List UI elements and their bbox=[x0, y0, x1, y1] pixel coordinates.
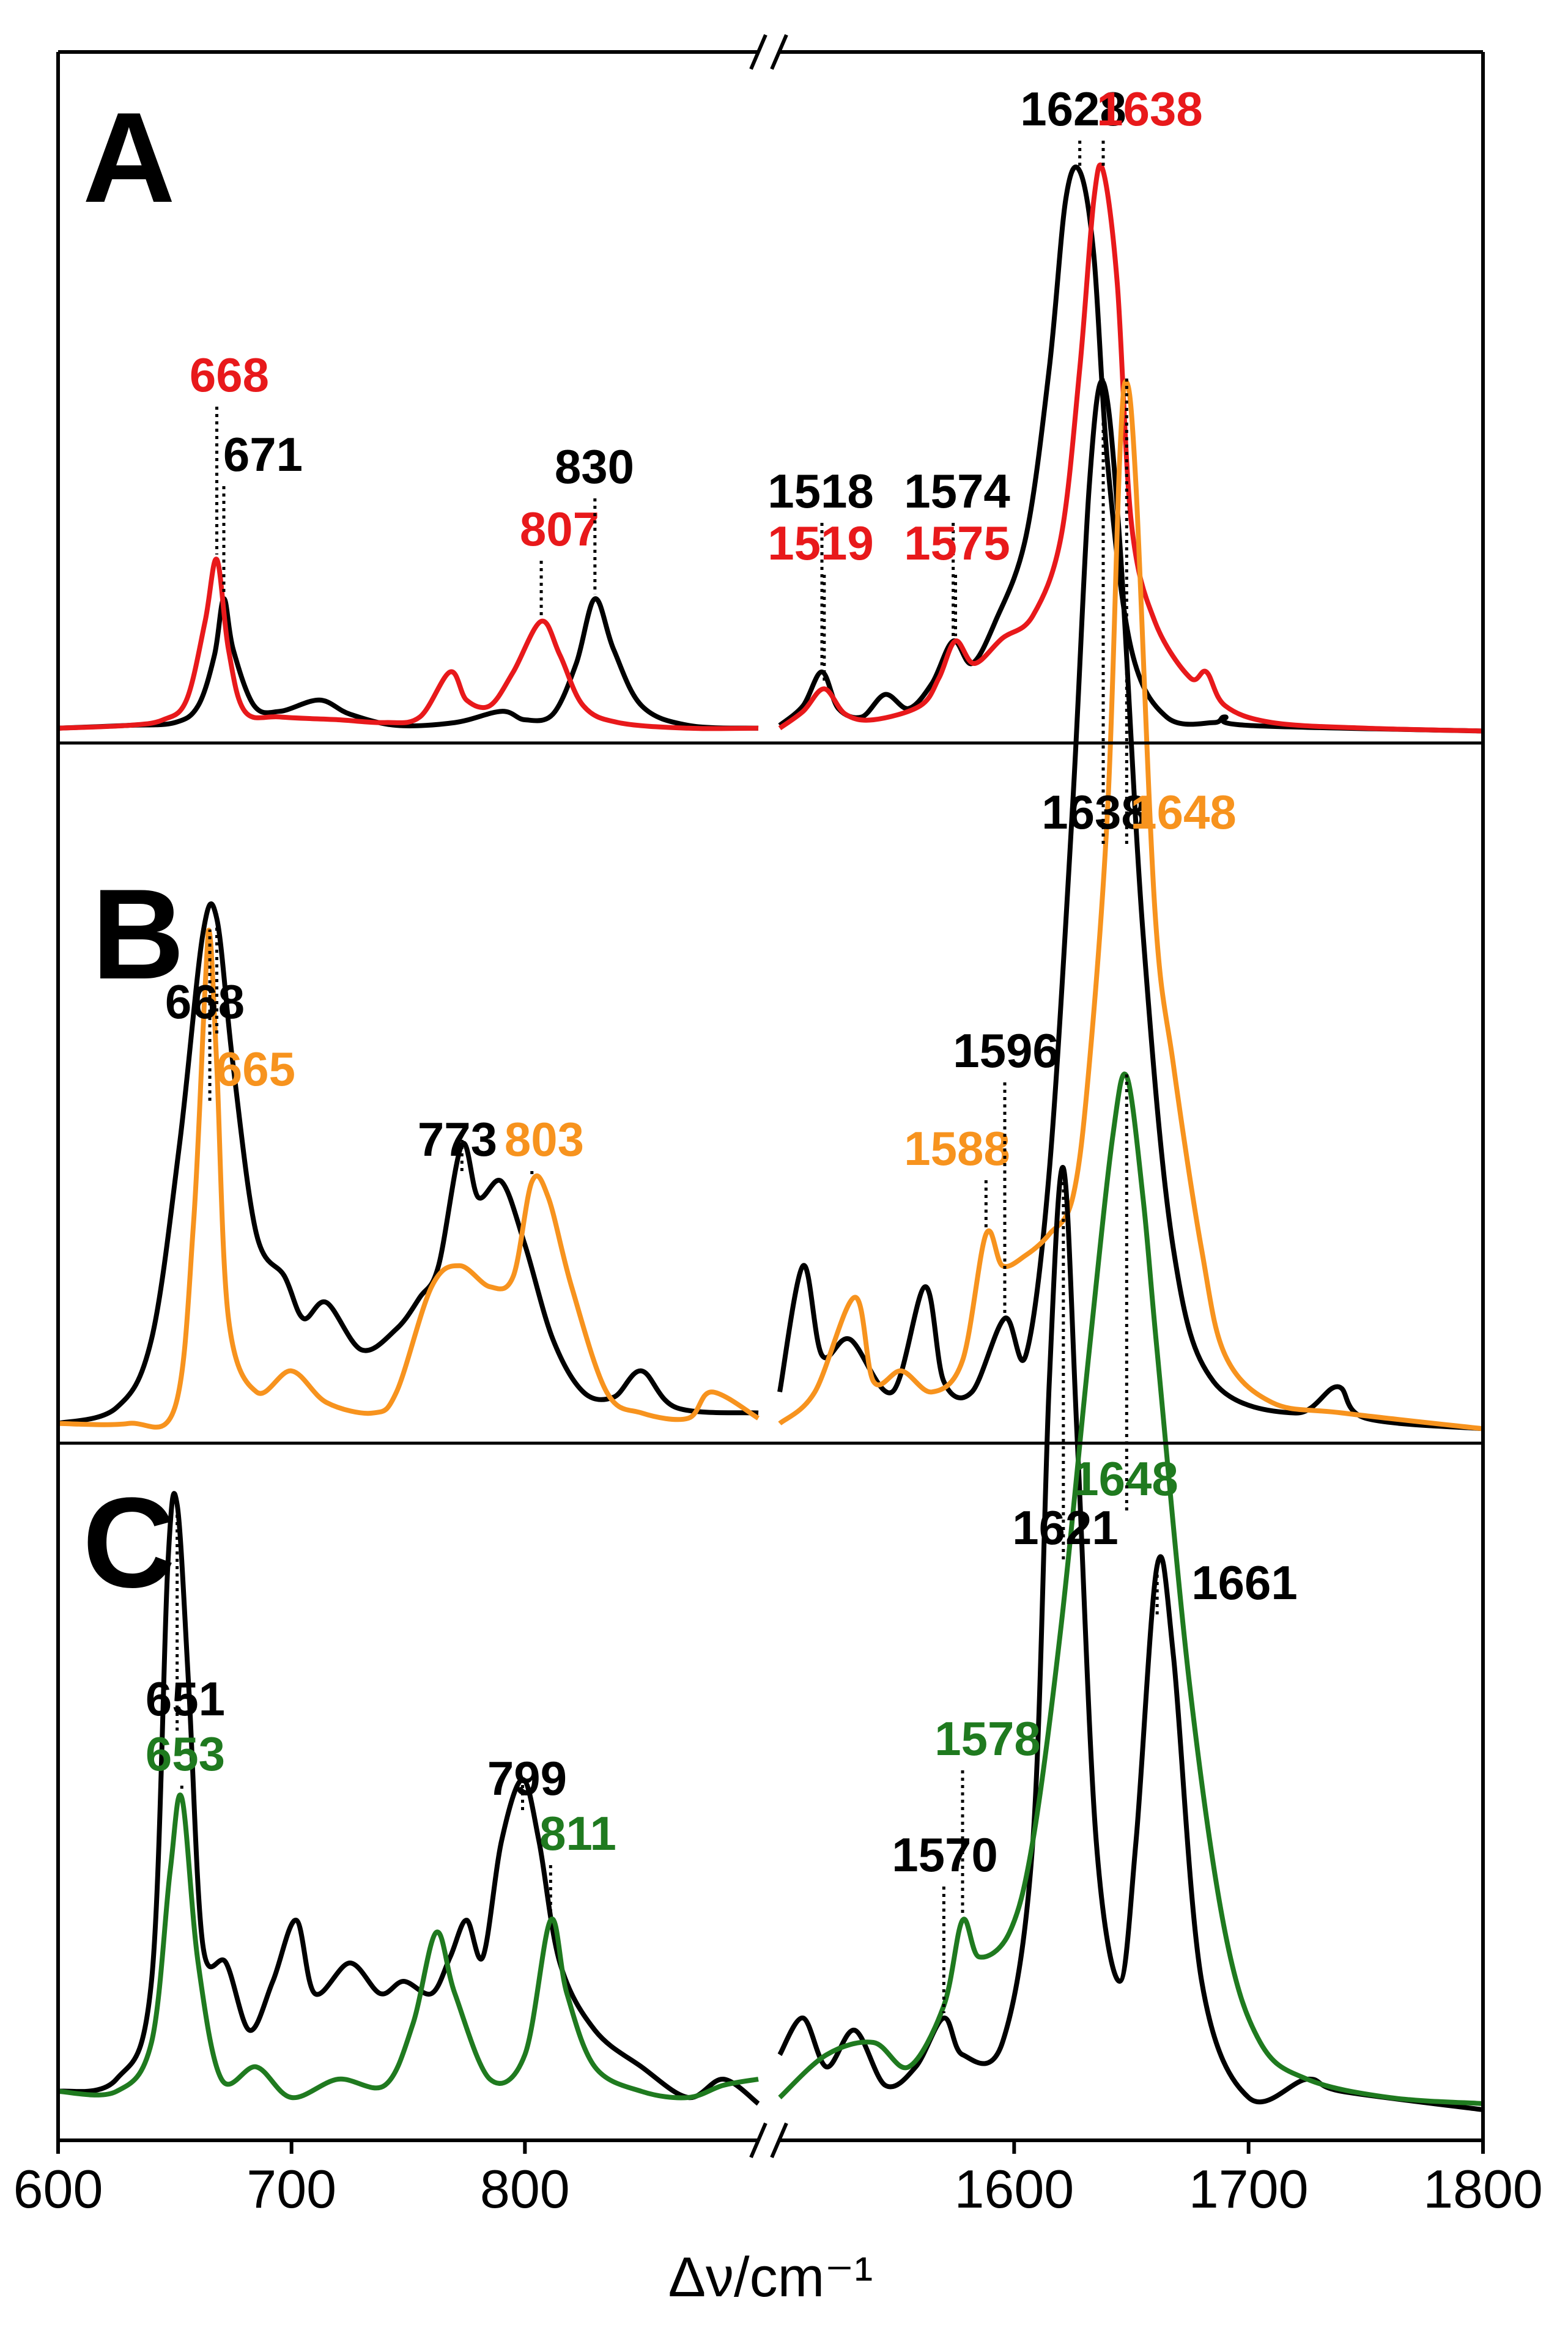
x-tick-label-1700: 1700 bbox=[1189, 2159, 1309, 2219]
peak-label-a-1628: 1628 bbox=[1020, 82, 1126, 136]
peak-label-b-1596: 1596 bbox=[953, 1024, 1059, 1077]
axis-break-mark-0-a bbox=[749, 34, 767, 70]
peak-label-a-1574: 1574 bbox=[904, 464, 1010, 518]
peak-label-a-671: 671 bbox=[223, 427, 303, 481]
axis-break-mark-0-b bbox=[770, 34, 788, 70]
series-line-c-black-low bbox=[57, 1491, 760, 2106]
panel-letter-c: C bbox=[83, 1471, 176, 1614]
curves-layer bbox=[57, 162, 1484, 2112]
peak-label-a-807: 807 bbox=[520, 502, 599, 556]
series-line-a-red-low bbox=[57, 556, 759, 731]
x-tick-label-1800: 1800 bbox=[1423, 2159, 1543, 2219]
peak-label-a-1518: 1518 bbox=[767, 464, 874, 518]
series-line-a-red-high bbox=[778, 162, 1484, 734]
series-line-b-orange-low bbox=[57, 928, 760, 1430]
peak-label-b-1648: 1648 bbox=[1130, 785, 1237, 839]
peak-label-a-1638: 1638 bbox=[1096, 82, 1203, 136]
peak-label-c-811: 811 bbox=[539, 1806, 616, 1860]
x-tick-label-700: 700 bbox=[246, 2159, 336, 2219]
x-tick-label-800: 800 bbox=[480, 2159, 570, 2219]
peak-label-b-1638: 1638 bbox=[1041, 785, 1148, 839]
x-axis-title: Δν/cm⁻¹ bbox=[668, 2246, 873, 2308]
peak-label-c-1578: 1578 bbox=[934, 1712, 1041, 1765]
peak-label-a-830: 830 bbox=[555, 440, 634, 493]
peak-label-a-1519: 1519 bbox=[767, 516, 874, 570]
peak-label-c-651: 651 bbox=[146, 1672, 225, 1726]
x-tick-label-1600: 1600 bbox=[954, 2159, 1074, 2219]
peak-label-b-1588: 1588 bbox=[904, 1122, 1010, 1175]
peak-label-c-1621: 1621 bbox=[1012, 1501, 1119, 1554]
peak-label-c-1570: 1570 bbox=[892, 1828, 998, 1882]
series-line-c-black-high bbox=[777, 1164, 1484, 2112]
series-line-b-black-low bbox=[57, 901, 759, 1426]
panel-letter-a: A bbox=[83, 86, 176, 229]
peak-label-b-668: 668 bbox=[165, 975, 245, 1029]
frame-layer bbox=[56, 34, 1485, 2159]
peak-label-b-773: 773 bbox=[418, 1112, 497, 1166]
peak-label-a-668: 668 bbox=[190, 348, 269, 402]
axis-break-mark-1-b bbox=[770, 2122, 788, 2159]
peak-label-c-799: 799 bbox=[487, 1751, 567, 1805]
series-line-b-orange-high bbox=[778, 379, 1484, 1432]
series-line-a-black-high bbox=[778, 164, 1484, 734]
x-tick-label-600: 600 bbox=[13, 2159, 103, 2219]
axis-break-mark-1-a bbox=[749, 2122, 767, 2159]
peak-label-b-665: 665 bbox=[216, 1042, 295, 1096]
panel-letter-b: B bbox=[92, 862, 185, 1006]
peak-label-c-1661: 1661 bbox=[1191, 1556, 1298, 1610]
series-line-b-black-high bbox=[777, 379, 1484, 1432]
series-line-c-green-low bbox=[57, 1792, 759, 2101]
series-line-a-black-low bbox=[57, 596, 759, 731]
peak-label-b-803: 803 bbox=[505, 1112, 584, 1166]
peak-label-a-1575: 1575 bbox=[904, 516, 1010, 570]
series-line-c-green-high bbox=[778, 1071, 1484, 2106]
peak-label-c-653: 653 bbox=[146, 1727, 225, 1781]
